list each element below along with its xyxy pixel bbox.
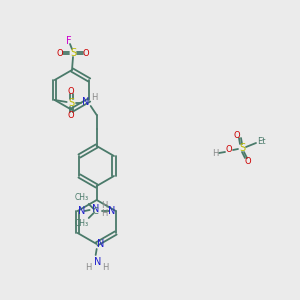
Text: H: H <box>85 262 92 272</box>
Text: O: O <box>68 110 74 119</box>
Text: C: C <box>93 206 99 215</box>
Text: H: H <box>101 200 108 209</box>
Text: H: H <box>212 148 218 158</box>
Text: N: N <box>78 206 85 216</box>
Text: Et: Et <box>257 137 265 146</box>
Text: S: S <box>70 48 76 58</box>
Text: CH₃: CH₃ <box>75 220 89 229</box>
Text: O: O <box>83 50 89 58</box>
Text: O: O <box>68 86 74 95</box>
Text: N: N <box>94 257 101 267</box>
Text: N: N <box>97 239 104 249</box>
Text: O: O <box>226 146 232 154</box>
Text: N: N <box>82 97 89 107</box>
Text: N: N <box>92 204 99 214</box>
Text: CH₃: CH₃ <box>75 194 89 202</box>
Text: H: H <box>92 94 98 103</box>
Text: H: H <box>101 208 108 217</box>
Text: O: O <box>234 130 240 140</box>
Text: S: S <box>239 143 245 153</box>
Text: O: O <box>57 49 63 58</box>
Text: F: F <box>66 36 72 46</box>
Text: N: N <box>108 206 116 216</box>
Text: S: S <box>69 98 75 108</box>
Text: H: H <box>103 262 109 272</box>
Text: O: O <box>245 157 251 166</box>
